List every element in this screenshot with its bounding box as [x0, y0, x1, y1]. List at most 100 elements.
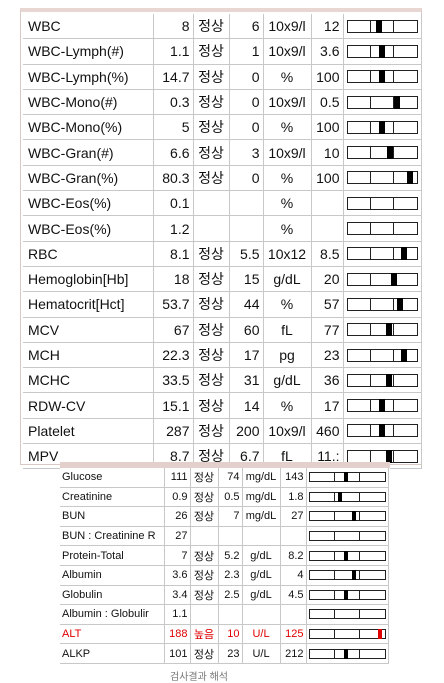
table-row[interactable]: Glucose 111 정상 74 mg/dL 143 — [60, 468, 389, 488]
table-row[interactable]: Globulin 3.4 정상 2.5 g/dL 4.5 — [60, 585, 389, 606]
range-bar-cell — [306, 545, 389, 566]
range-indicator-bar — [308, 491, 386, 502]
status-cell: 정상 — [193, 38, 230, 65]
value-cell: 8.1 — [153, 241, 194, 267]
range-low-cell — [218, 604, 243, 625]
status-cell: 정상 — [193, 241, 230, 267]
test-name-cell: WBC-Gran(#) — [23, 139, 154, 166]
test-name-cell: WBC-Mono(#) — [23, 89, 154, 116]
value-cell: 111 — [164, 468, 191, 488]
range-high-cell: 1.8 — [280, 487, 307, 508]
value-cell: 0.1 — [153, 190, 194, 217]
table-row[interactable]: WBC-Mono(%) 5 정상 0% 100 — [23, 114, 422, 141]
test-name-cell: Protein-Total — [60, 545, 165, 566]
table-row[interactable]: Protein-Total 7 정상 5.2 g/dL 8.2 — [60, 545, 389, 566]
range-indicator-bar — [308, 629, 386, 640]
range-marker — [401, 348, 408, 362]
table-row[interactable]: WBC-Eos(%) 0.1% — [23, 190, 422, 217]
table-row[interactable]: WBC 8 정상 6 10x9/l 12 — [23, 14, 422, 40]
status-cell — [190, 526, 219, 547]
value-cell: 5 — [153, 114, 194, 141]
range-indicator-bar — [346, 373, 418, 387]
range-bar-cell — [343, 317, 422, 343]
range-bar-cell — [343, 14, 422, 40]
range-high-cell — [280, 526, 307, 547]
table-row[interactable]: WBC-Lymph(#) 1.1 정상 1 10x9/l 3.6 — [23, 38, 422, 65]
table-row[interactable]: RBC 8.1 정상 5.5 10x12 8.5 — [23, 241, 422, 267]
table-row[interactable]: MCHC 33.5 정상 31 g/dL 36 — [23, 367, 422, 394]
range-high-cell: 8.5 — [311, 241, 344, 267]
table-row[interactable]: WBC-Mono(#) 0.3 정상 0 10x9/l 0.5 — [23, 89, 422, 116]
range-indicator-bar — [346, 323, 418, 337]
range-indicator-bar — [346, 348, 418, 362]
test-name-cell: WBC-Mono(%) — [23, 114, 154, 141]
range-marker — [385, 323, 392, 337]
table-row[interactable]: Creatinine 0.9 정상 0.5 mg/dL 1.8 — [60, 487, 389, 508]
range-marker — [379, 44, 385, 58]
range-marker — [344, 589, 348, 600]
unit-cell: mg/dL — [242, 468, 281, 488]
range-bar-cell — [343, 114, 422, 141]
range-high-cell: 20 — [311, 266, 344, 293]
caption-text: 검사결과 해석 — [170, 672, 228, 683]
table-row[interactable]: Hemoglobin[Hb] 18 정상 15 g/dL 20 — [23, 266, 422, 293]
range-low-cell: 17 — [229, 342, 264, 369]
range-bar-cell — [343, 392, 422, 419]
table-row[interactable]: Albumin 3.6 정상 2.3 g/dL 4 — [60, 565, 389, 586]
test-name-cell: ALT — [60, 624, 165, 645]
test-name-cell: Platelet — [23, 418, 154, 445]
status-cell: 정상 — [193, 14, 230, 40]
range-marker — [375, 19, 382, 33]
range-high-cell: 4.5 — [280, 585, 307, 606]
status-cell: 정상 — [193, 89, 230, 116]
table-row[interactable]: WBC-Gran(#) 6.6 정상 3 10x9/l 10 — [23, 139, 422, 166]
status-cell: 정상 — [190, 506, 219, 527]
status-cell: 정상 — [193, 139, 230, 166]
status-cell — [193, 215, 230, 242]
unit-cell: g/dL — [242, 565, 281, 586]
test-name-cell: Glucose — [60, 468, 165, 488]
range-low-cell: 0 — [229, 114, 264, 141]
table-row[interactable]: WBC-Gran(%) 80.3 정상 0% 100 — [23, 165, 422, 192]
table-row[interactable]: Hematocrit[Hct] 53.7 정상 44% 57 — [23, 291, 422, 318]
table-row[interactable]: Albumin : Globulir 1.1 — [60, 604, 389, 625]
table-row[interactable]: ALKP 101 정상 23 U/L 212 — [60, 643, 389, 664]
table-row[interactable]: WBC-Lymph(%) 14.7 정상 0% 100 — [23, 64, 422, 90]
table-row[interactable]: ALT 188 높음 10 U/L 125 — [60, 624, 389, 645]
range-bar-cell — [343, 266, 422, 293]
range-bar-cell — [343, 241, 422, 267]
range-high-cell: 77 — [311, 317, 344, 343]
range-bar-cell — [343, 418, 422, 445]
range-indicator-bar — [346, 399, 418, 413]
range-marker — [344, 472, 348, 483]
range-indicator-bar — [346, 70, 418, 84]
table-row[interactable]: Platelet 287 정상 200 10x9/l 460 — [23, 418, 422, 445]
range-bar-cell — [306, 643, 389, 664]
unit-cell: g/dL — [263, 367, 312, 394]
table-row[interactable]: BUN : Creatinine R 27 — [60, 526, 389, 547]
range-indicator-bar — [346, 247, 418, 261]
status-cell: 정상 — [193, 392, 230, 419]
unit-cell: 10x9/l — [263, 139, 312, 166]
table-row[interactable]: WBC-Eos(%) 1.2% — [23, 215, 422, 242]
range-bar-cell — [306, 624, 389, 645]
range-indicator-bar — [308, 472, 386, 483]
unit-cell: 10x9/l — [263, 89, 312, 116]
status-cell: 정상 — [190, 468, 219, 488]
table-row[interactable]: RDW-CV 15.1 정상 14% 17 — [23, 392, 422, 419]
range-bar-cell — [306, 526, 389, 547]
range-high-cell: 100 — [311, 165, 344, 192]
test-name-cell: Hematocrit[Hct] — [23, 291, 154, 318]
table-row[interactable]: MCH 22.3 정상 17 pg 23 — [23, 342, 422, 369]
test-name-cell: RDW-CV — [23, 392, 154, 419]
test-name-cell: MCV — [23, 317, 154, 343]
value-cell: 101 — [164, 643, 191, 664]
range-marker — [385, 449, 392, 463]
range-high-cell: 12 — [311, 14, 344, 40]
table-row[interactable]: MCV 67 정상 60 fL 77 — [23, 317, 422, 343]
range-indicator-bar — [346, 19, 418, 33]
unit-cell: % — [263, 392, 312, 419]
table-row[interactable]: BUN 26 정상 7 mg/dL 27 — [60, 506, 389, 527]
range-marker — [351, 570, 356, 581]
unit-cell: 10x9/l — [263, 418, 312, 445]
